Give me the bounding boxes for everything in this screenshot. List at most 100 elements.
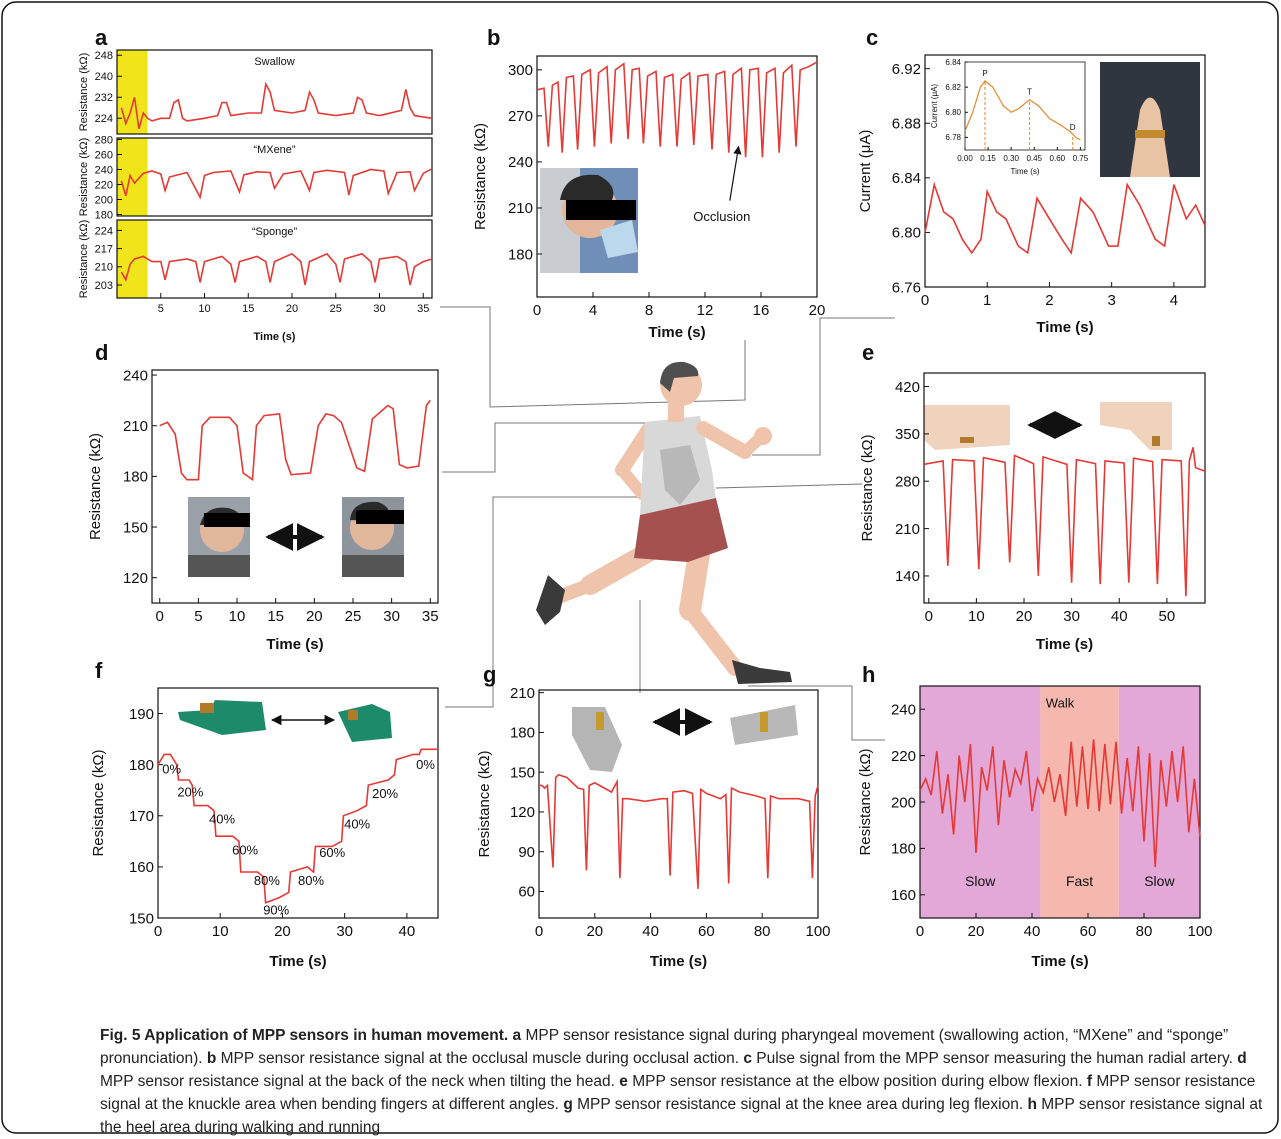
x-tick-label: 15 bbox=[267, 608, 284, 625]
annotation: 0% bbox=[162, 761, 181, 776]
x-axis-label: Time (s) bbox=[1036, 319, 1093, 336]
y-tick-label: 220 bbox=[95, 179, 113, 191]
x-tick-label: 20 bbox=[306, 608, 323, 625]
y-tick-label: 6.88 bbox=[892, 115, 921, 132]
y-tick-label: 200 bbox=[95, 194, 113, 206]
x-tick-label: 12 bbox=[697, 302, 714, 319]
y-tick-label: 240 bbox=[508, 154, 533, 171]
x-tick-label: 35 bbox=[422, 608, 439, 625]
x-tick-label: 100 bbox=[1187, 923, 1212, 940]
signal-line bbox=[539, 775, 818, 889]
x-tick-label: 0.00 bbox=[957, 154, 973, 163]
highlight-band bbox=[117, 220, 148, 298]
phase-label: Slow bbox=[1144, 873, 1175, 889]
x-tick-label: 0 bbox=[921, 292, 929, 309]
x-tick-label: 20 bbox=[809, 302, 826, 319]
x-tick-label: 60 bbox=[698, 923, 715, 940]
x-tick-label: 100 bbox=[805, 923, 830, 940]
y-tick-label: 240 bbox=[95, 71, 113, 83]
y-tick-label: 224 bbox=[95, 113, 113, 125]
caption-label: h bbox=[1027, 1096, 1036, 1113]
x-tick-label: 16 bbox=[753, 302, 770, 319]
x-tick-label: 10 bbox=[212, 923, 229, 940]
y-tick-label: 6.84 bbox=[892, 170, 921, 187]
y-tick-label: 210 bbox=[895, 521, 920, 538]
y-tick-label: 180 bbox=[891, 841, 916, 858]
annotation: Walk bbox=[1046, 695, 1075, 710]
figure-canvas: 224232240248SwallowResistance (kΩ)a18020… bbox=[0, 0, 1281, 1136]
y-tick-label: 6.76 bbox=[892, 279, 921, 296]
x-tick-label: 5 bbox=[194, 608, 202, 625]
annotation: 40% bbox=[209, 812, 235, 827]
x-tick-label: 20 bbox=[968, 923, 985, 940]
signal-line bbox=[537, 62, 817, 157]
y-tick-label: 160 bbox=[129, 859, 154, 876]
annotation: 90% bbox=[263, 903, 289, 918]
peak-label: P bbox=[982, 69, 987, 78]
y-tick-label: 210 bbox=[95, 262, 113, 274]
caption-text: MPP sensor resistance signal at the occl… bbox=[221, 1050, 739, 1067]
caption-label: d bbox=[1237, 1050, 1246, 1067]
y-tick-label: 200 bbox=[891, 794, 916, 811]
highlight-band bbox=[117, 50, 148, 134]
x-axis-label: Time (s) bbox=[650, 953, 707, 970]
panel-label: d bbox=[95, 340, 108, 365]
x-tick-label: 10 bbox=[968, 608, 985, 625]
y-tick-label: 180 bbox=[129, 757, 154, 774]
x-axis-label: Time (s) bbox=[269, 953, 326, 970]
x-tick-label: 0 bbox=[533, 302, 541, 319]
x-tick-label: 0.45 bbox=[1026, 154, 1042, 163]
y-tick-label: 217 bbox=[95, 243, 113, 255]
y-axis-label: Current (μA) bbox=[930, 84, 939, 129]
caption-text: MPP sensor resistance signal at the back… bbox=[100, 1073, 615, 1090]
x-tick-label: 40 bbox=[642, 923, 659, 940]
y-axis-label: Resistance (kΩ) bbox=[78, 220, 90, 299]
y-tick-label: 6.78 bbox=[945, 133, 961, 142]
y-tick-label: 280 bbox=[895, 473, 920, 490]
y-tick-label: 150 bbox=[123, 519, 148, 536]
y-tick-label: 60 bbox=[518, 884, 535, 901]
panel-label: e bbox=[862, 340, 874, 365]
y-tick-label: 240 bbox=[123, 367, 148, 384]
y-axis-label: Current (μA) bbox=[857, 130, 874, 213]
x-tick-label: 1 bbox=[983, 292, 991, 309]
x-tick-label: 0 bbox=[156, 608, 164, 625]
y-tick-label: 420 bbox=[895, 379, 920, 396]
x-tick-label: 4 bbox=[1170, 292, 1178, 309]
y-tick-label: 6.84 bbox=[945, 58, 961, 67]
y-tick-label: 210 bbox=[508, 200, 533, 217]
y-tick-label: 300 bbox=[508, 62, 533, 79]
peak-label: T bbox=[1027, 88, 1032, 97]
x-tick-label: 5 bbox=[158, 303, 164, 315]
phase-label: Slow bbox=[965, 873, 996, 889]
x-tick-label: 25 bbox=[345, 608, 362, 625]
subplot-title: Swallow bbox=[254, 56, 294, 68]
y-tick-label: 90 bbox=[518, 844, 535, 861]
x-axis-label: Time (s) bbox=[254, 331, 296, 343]
x-tick-label: 0 bbox=[925, 608, 933, 625]
x-tick-label: 3 bbox=[1107, 292, 1115, 309]
x-tick-label: 10 bbox=[229, 608, 246, 625]
x-tick-label: 0 bbox=[916, 923, 924, 940]
annotation: 80% bbox=[298, 873, 324, 888]
x-tick-label: 0 bbox=[154, 923, 162, 940]
x-tick-label: 0.60 bbox=[1050, 154, 1066, 163]
caption-label: c bbox=[743, 1050, 752, 1067]
y-axis-label: Resistance (kΩ) bbox=[87, 433, 104, 540]
y-axis-label: Resistance (kΩ) bbox=[472, 123, 489, 230]
x-axis-label: Time (s) bbox=[1036, 636, 1093, 653]
annotation: 60% bbox=[319, 845, 345, 860]
y-tick-label: 150 bbox=[129, 910, 154, 927]
y-tick-label: 248 bbox=[95, 50, 113, 62]
x-tick-label: 80 bbox=[754, 923, 771, 940]
y-tick-label: 180 bbox=[510, 725, 535, 742]
caption-text: MPP sensor resistance at the elbow posit… bbox=[632, 1073, 1082, 1090]
y-tick-label: 160 bbox=[891, 887, 916, 904]
phase-label: Fast bbox=[1066, 873, 1093, 889]
subplot-title: “Sponge” bbox=[252, 226, 298, 238]
annotation: 20% bbox=[372, 786, 398, 801]
y-tick-label: 270 bbox=[508, 108, 533, 125]
caption: Fig. 5 Application of MPP sensors in hum… bbox=[100, 1024, 1265, 1139]
x-axis-label: Time (s) bbox=[1010, 167, 1039, 176]
annotation: 80% bbox=[254, 873, 280, 888]
